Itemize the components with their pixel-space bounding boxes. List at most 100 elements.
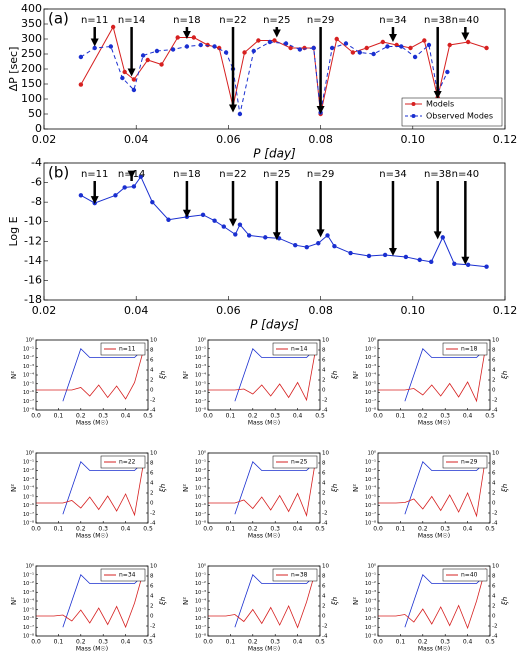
data-point	[380, 39, 386, 45]
data-point	[212, 44, 217, 49]
y-tick-label: 10⁻⁴	[365, 373, 376, 379]
x-tick-label: 0.08	[308, 304, 333, 317]
data-point	[251, 48, 256, 54]
x-tick-label: 0.1	[396, 413, 406, 420]
y-tick-label: 10⁻⁵	[365, 607, 376, 613]
plot-frame	[377, 339, 491, 411]
legend-marker	[411, 102, 416, 106]
y-tick-label: 10⁻³	[195, 477, 206, 483]
arrow-head	[388, 247, 397, 256]
x-tick-label: 0.1	[226, 639, 236, 646]
y2-tick-label: 8	[492, 574, 496, 580]
y-axis-label: ΔP [sec]	[7, 47, 20, 92]
legend-label: n=11	[119, 346, 136, 353]
y2-tick-label: -4	[150, 408, 156, 414]
data-point	[184, 44, 190, 49]
legend-label: n=38	[291, 572, 308, 579]
data-point	[366, 253, 372, 259]
y2-tick-label: 0	[150, 614, 154, 620]
data-point	[426, 42, 432, 48]
x-tick-label: 0.3	[440, 413, 450, 420]
y-tick-label: 10⁻³	[23, 477, 34, 483]
y2-tick-label: 10	[322, 451, 329, 457]
x-tick-label: 0.5	[143, 413, 153, 420]
x-tick-label: 0.4	[293, 639, 303, 646]
x-tick-label: 0.5	[485, 526, 495, 533]
y2-tick-label: 6	[150, 471, 154, 477]
annotation-label: n=38	[424, 15, 451, 26]
y-tick-label: 10⁻⁸	[195, 521, 206, 527]
y2-tick-label: 0	[322, 501, 326, 507]
x-tick-label: 0.5	[485, 639, 495, 646]
y2-tick-label: 4	[150, 594, 154, 600]
y-tick-label: 10⁻¹	[365, 346, 376, 352]
y2-tick-label: 10	[150, 338, 157, 344]
data-point	[78, 54, 84, 60]
arrow-head	[433, 91, 442, 99]
data-point	[412, 54, 418, 60]
y-tick-label: 400	[21, 2, 42, 15]
plot-frame	[207, 339, 321, 411]
y2-tick-label: -2	[322, 511, 327, 517]
y2-tick-label: -4	[150, 634, 156, 640]
y-tick-label: 10⁻⁴	[23, 599, 34, 605]
y-tick-label: 150	[21, 77, 42, 90]
y-tick-label: 10⁻⁴	[365, 486, 376, 492]
y2-tick-label: 6	[322, 584, 326, 590]
annotation-label: n=34	[379, 15, 406, 26]
y-tick-label: 10⁻⁷	[195, 512, 206, 518]
data-point	[140, 53, 146, 58]
data-point	[92, 45, 97, 51]
data-point	[417, 257, 422, 263]
legend-label: n=22	[119, 459, 136, 466]
y2-axis-label: ξh	[331, 371, 339, 380]
x-tick-label: 0.0	[373, 413, 383, 420]
arrow-head	[272, 29, 281, 38]
arrow-head	[90, 38, 99, 47]
series-line	[62, 574, 144, 628]
y-axis-label: N²	[10, 371, 18, 379]
series-line	[234, 461, 316, 515]
data-point	[293, 243, 298, 248]
legend-box	[401, 97, 503, 127]
y2-tick-label: 4	[322, 368, 326, 374]
y-tick-label: 10⁻³	[195, 364, 206, 370]
annotation-label: n=11	[81, 15, 108, 26]
y-tick-label: 10⁻²	[365, 581, 376, 587]
arrow-head	[316, 229, 325, 238]
data-point	[364, 45, 369, 51]
y-tick-label: 10⁻³	[195, 590, 206, 596]
data-point	[131, 87, 137, 93]
x-tick-label: 0.5	[485, 413, 495, 420]
series-line	[404, 574, 486, 628]
plot-frame	[35, 339, 149, 411]
y2-axis-label: ξh	[159, 484, 167, 493]
x-axis-label: Mass (M☉)	[248, 420, 280, 427]
y2-axis-label: ξh	[331, 484, 339, 493]
y-tick-label: 10⁻⁷	[23, 512, 34, 518]
legend-box	[272, 568, 318, 582]
y-tick-label: 10⁻⁴	[195, 373, 206, 379]
y2-tick-label: 10	[150, 451, 157, 457]
arrow-head	[182, 209, 191, 218]
x-tick-label: 0.0	[31, 413, 41, 420]
data-point	[408, 45, 413, 51]
annotation-label: n=14	[118, 15, 145, 26]
y-tick-label: 10⁻⁷	[23, 625, 34, 631]
y-tick-label: 10⁻⁴	[195, 486, 206, 492]
x-axis-label: P [day]	[253, 147, 296, 161]
series-line	[208, 570, 316, 629]
x-tick-label: 0.1	[396, 639, 406, 646]
y2-tick-label: 4	[150, 368, 154, 374]
x-tick-label: 0.1	[226, 413, 236, 420]
series-line	[378, 347, 486, 403]
x-tick-label: 0.3	[440, 639, 450, 646]
y2-tick-label: 0	[150, 388, 154, 394]
data-point	[385, 44, 390, 49]
y2-tick-label: 8	[150, 461, 154, 467]
y-tick-label: 10⁻⁴	[23, 486, 34, 492]
x-tick-label: 0.3	[270, 413, 280, 420]
y-tick-label: 10⁻⁵	[195, 494, 206, 500]
data-point	[122, 185, 127, 190]
x-tick-label: 0.0	[373, 526, 383, 533]
